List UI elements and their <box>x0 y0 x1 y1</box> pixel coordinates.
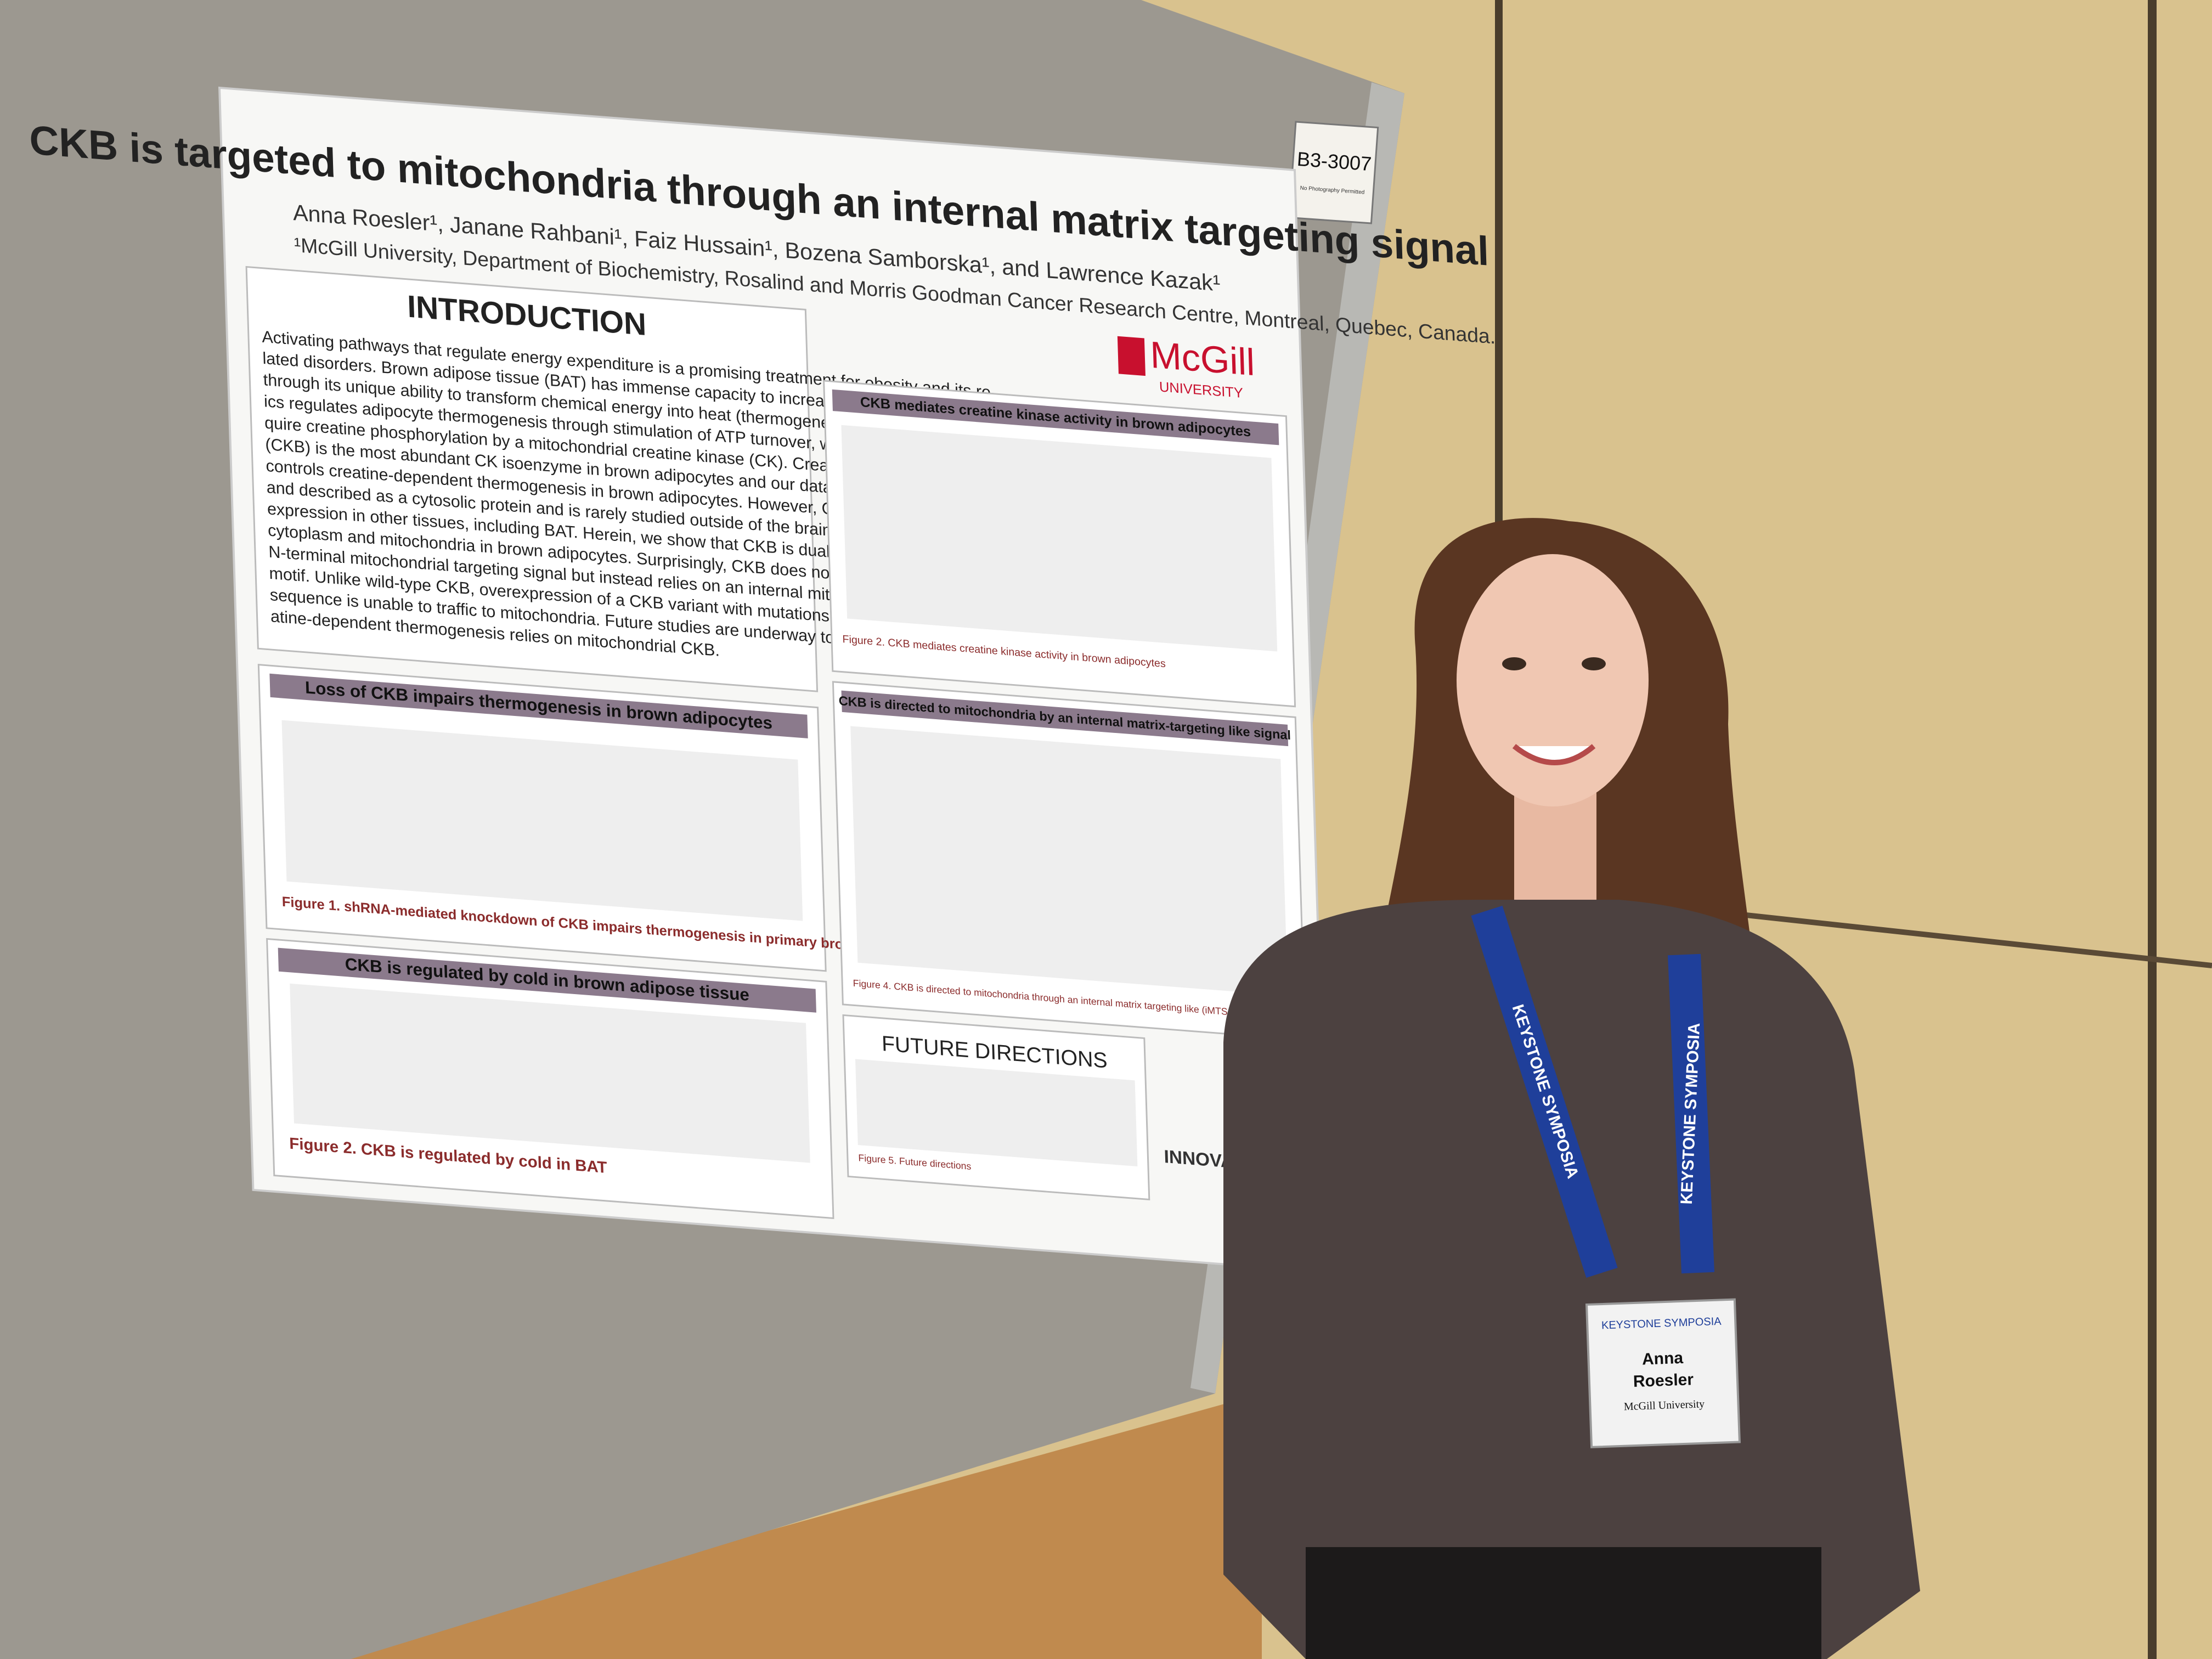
smile <box>1512 744 1596 765</box>
section-header-bar <box>269 673 808 738</box>
sign-code: B3-3007 <box>1296 148 1373 175</box>
logo-crest <box>1117 336 1146 376</box>
figure-panel <box>850 726 1288 996</box>
figure-panel <box>281 720 803 921</box>
badge-affiliation: McGill University <box>1624 1398 1705 1413</box>
figure-panel <box>855 1059 1138 1167</box>
section-header-bar <box>832 389 1279 445</box>
badge-card <box>1585 1298 1741 1448</box>
logo-name: McGill <box>1149 334 1255 383</box>
lanyard-strap <box>1471 905 1618 1278</box>
eye <box>1502 657 1526 670</box>
sweater <box>1223 900 1920 1659</box>
poster: CKB is targeted to mitochondria through … <box>29 86 1496 1274</box>
intro-box <box>245 266 819 692</box>
eye <box>1582 657 1606 670</box>
section-header-bar <box>841 690 1289 747</box>
person: KEYSTONE SYMPOSIA KEYSTONE SYMPOSIA KEYS… <box>1223 518 1920 1659</box>
badge-first-name: Anna <box>1641 1349 1683 1369</box>
name-badge: KEYSTONE SYMPOSIA Anna Roesler McGill Un… <box>1585 1298 1741 1448</box>
lanyard-strap <box>1668 953 1714 1274</box>
trousers <box>1306 1547 1821 1659</box>
badge-last-name: Roesler <box>1633 1370 1694 1391</box>
board-sign: B3-3007 No Photography Permitted <box>1288 121 1379 224</box>
figure-panel <box>290 983 810 1163</box>
face <box>1457 554 1649 806</box>
figure-panel <box>841 425 1278 652</box>
wall-divider <box>2148 0 2157 1659</box>
section-header-bar <box>278 947 816 1013</box>
